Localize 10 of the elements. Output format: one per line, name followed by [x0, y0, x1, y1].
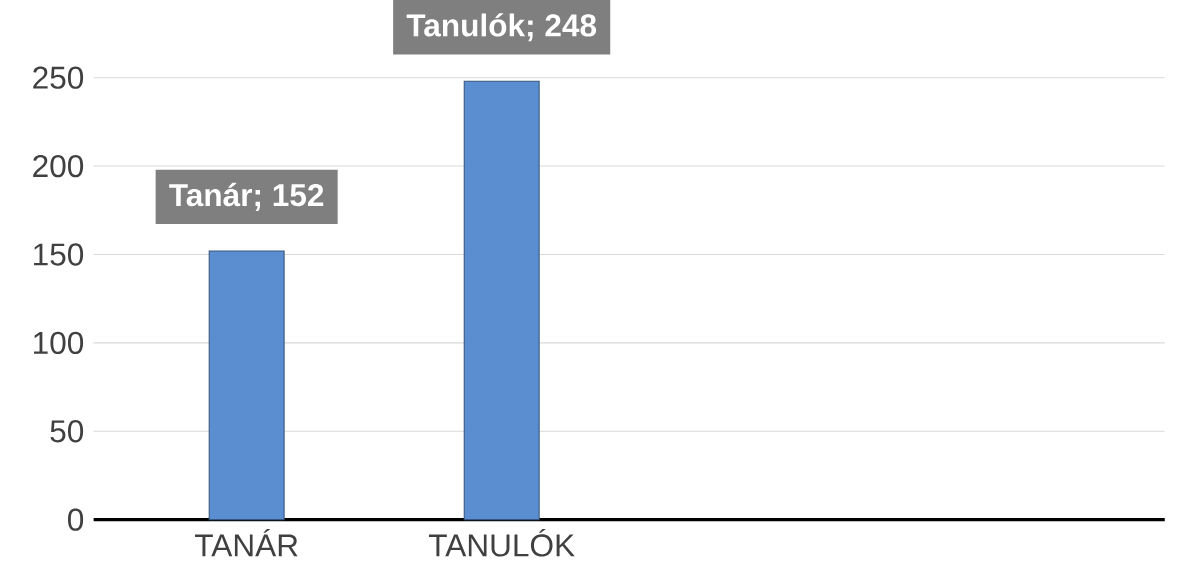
y-tick-label: 200	[33, 154, 84, 178]
y-tick-label: 100	[34, 331, 84, 354]
x-tick-label: TANÁR	[195, 528, 298, 557]
x-tick-label: TANULÓK	[428, 528, 575, 557]
y-tick-label: 150	[34, 243, 84, 266]
data-label: Tanár; 152	[169, 182, 324, 211]
y-tick-label: 0	[68, 508, 84, 531]
y-tick-label: 50	[50, 419, 84, 443]
data-label: Tanulók; 248	[406, 13, 597, 42]
y-tick-label: 250	[33, 66, 84, 89]
